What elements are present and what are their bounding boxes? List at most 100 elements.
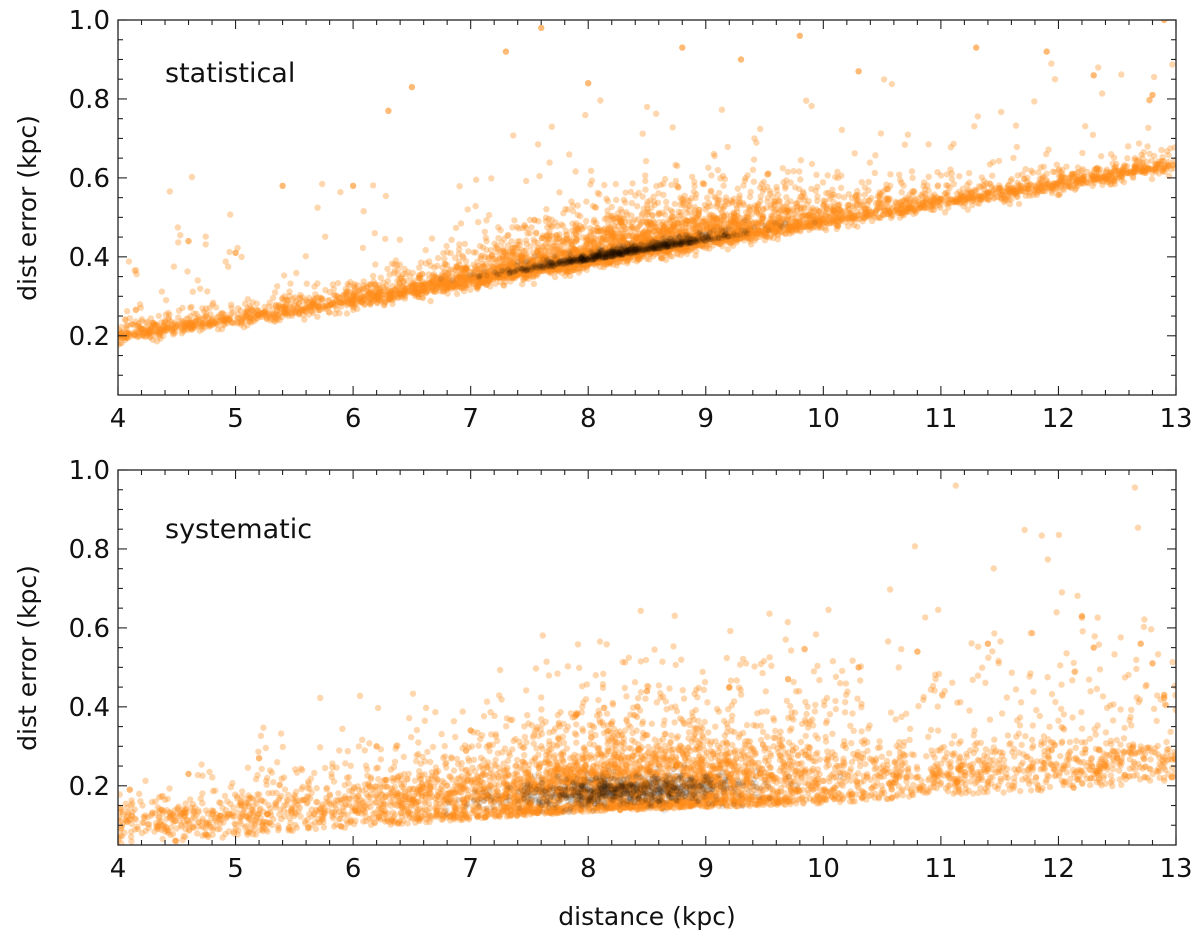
scatter-point — [716, 220, 723, 228]
scatter-point — [1005, 181, 1012, 189]
scatter-point — [483, 280, 491, 288]
scatter-point — [209, 315, 216, 322]
scatter-point — [465, 248, 472, 255]
scatter-point — [693, 235, 700, 242]
scatter-point — [138, 328, 145, 335]
scatter-point — [313, 294, 321, 301]
scatter-point — [886, 208, 893, 215]
scatter-point — [359, 293, 366, 300]
scatter-point — [254, 311, 262, 318]
scatter-point — [971, 186, 978, 194]
scatter-point — [527, 256, 534, 263]
scatter-point — [394, 266, 402, 273]
scatter-point — [201, 315, 208, 322]
scatter-point — [807, 218, 814, 225]
scatter-point — [611, 226, 618, 233]
scatter-point — [539, 254, 547, 261]
scatter-point — [477, 269, 485, 276]
scatter-point — [692, 232, 700, 239]
scatter-point — [748, 241, 755, 248]
scatter-point — [443, 283, 450, 290]
scatter-point — [374, 295, 381, 302]
scatter-point — [611, 256, 618, 263]
scatter-point — [585, 251, 592, 258]
scatter-point — [343, 298, 350, 306]
scatter-point — [614, 255, 621, 263]
scatter-point — [1004, 187, 1012, 194]
scatter-point — [569, 261, 576, 268]
scatter-point — [703, 222, 710, 229]
scatter-point — [326, 289, 333, 296]
scatter-point — [1142, 167, 1149, 174]
scatter-point — [763, 224, 770, 231]
scatter-point — [505, 266, 512, 273]
scatter-point — [829, 217, 836, 224]
scatter-point — [376, 296, 384, 304]
scatter-point — [284, 308, 291, 315]
scatter-point — [635, 256, 643, 263]
scatter-point — [179, 304, 186, 312]
scatter-point — [582, 217, 590, 225]
scatter-point — [796, 222, 804, 229]
scatter-point — [483, 217, 490, 224]
scatter-point — [733, 227, 740, 234]
scatter-point — [430, 273, 438, 281]
scatter-point — [443, 286, 450, 294]
scatter-point — [454, 279, 461, 287]
scatter-point — [670, 222, 677, 229]
scatter-point — [574, 265, 581, 273]
scatter-point — [730, 213, 738, 220]
scatter-point — [553, 257, 560, 264]
scatter-point — [530, 280, 538, 288]
scatter-point — [448, 272, 455, 279]
scatter-point — [760, 178, 767, 185]
scatter-point — [908, 205, 916, 212]
scatter-point — [752, 230, 759, 237]
scatter-point — [1098, 153, 1105, 160]
scatter-point — [953, 198, 960, 205]
scatter-point — [588, 257, 595, 264]
scatter-point — [1073, 179, 1080, 187]
scatter-point — [669, 124, 676, 131]
scatter-point — [391, 261, 398, 268]
scatter-point — [391, 267, 398, 274]
scatter-point — [632, 248, 639, 256]
scatter-point — [558, 250, 565, 257]
scatter-point — [757, 125, 764, 133]
scatter-point — [271, 312, 278, 319]
scatter-point — [758, 180, 765, 188]
scatter-point — [633, 252, 640, 259]
scatter-point — [498, 272, 505, 279]
scatter-point — [373, 285, 381, 292]
scatter-point — [435, 254, 442, 262]
scatter-point — [548, 222, 555, 229]
scatter-point — [529, 259, 536, 266]
scatter-point — [636, 233, 643, 241]
scatter-point — [429, 283, 437, 290]
scatter-point — [568, 238, 575, 245]
scatter-point — [577, 213, 584, 220]
scatter-point — [435, 284, 443, 291]
scatter-point — [138, 325, 145, 332]
scatter-point — [758, 220, 765, 227]
scatter-point — [879, 211, 887, 218]
scatter-point — [611, 233, 618, 240]
scatter-point — [1160, 164, 1168, 171]
scatter-point — [318, 294, 325, 302]
scatter-point — [746, 230, 753, 238]
scatter-point — [410, 287, 418, 295]
scatter-point — [508, 238, 515, 245]
scatter-point — [538, 234, 546, 242]
scatter-point — [443, 285, 451, 292]
scatter-point — [608, 229, 615, 236]
scatter-point — [551, 246, 558, 253]
scatter-point — [592, 235, 600, 243]
scatter-point — [410, 280, 418, 287]
scatter-point — [723, 230, 731, 238]
scatter-point — [831, 217, 838, 224]
scatter-point — [281, 297, 288, 304]
scatter-point — [787, 222, 794, 229]
scatter-point — [478, 278, 485, 286]
scatter-point — [653, 240, 660, 247]
scatter-point — [355, 287, 362, 294]
